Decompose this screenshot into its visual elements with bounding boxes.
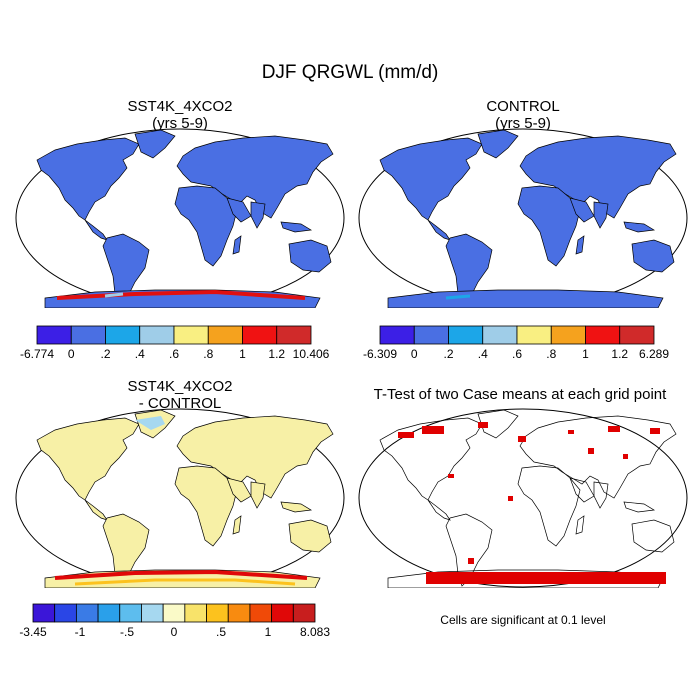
colorbar-swatch <box>54 603 77 623</box>
colorbar-tick-label: 0 <box>68 347 75 361</box>
antarctic-edge <box>54 569 308 580</box>
greenland-negative <box>135 416 165 430</box>
colorbar-swatch <box>482 325 518 345</box>
colorbar-swatch <box>276 325 312 345</box>
colorbar-tick-label: .8 <box>203 347 213 361</box>
panel-3-map <box>15 408 345 588</box>
panel-4-title: T-Test of two Case means at each grid po… <box>373 386 667 403</box>
colorbar-tick-label: 8.083 <box>300 625 330 639</box>
colorbar-swatch <box>249 603 273 623</box>
colorbar-swatch <box>173 325 209 345</box>
colorbar-swatch <box>550 325 586 345</box>
colorbar-swatch <box>619 325 655 345</box>
colorbar-tick-label: .4 <box>478 347 488 361</box>
colorbar-swatch <box>413 325 449 345</box>
colorbar-3: -3.45 -1 -.5 0 .5 1 8.083 <box>19 603 330 639</box>
colorbar-swatch <box>271 603 294 623</box>
colorbar-tick-label: -6.309 <box>363 347 397 361</box>
map-boundary <box>358 408 688 588</box>
colorbar-tick-label: 0 <box>171 625 178 639</box>
colorbar-tick-label: 1 <box>239 347 246 361</box>
colorbar-tick-label: 1 <box>265 625 272 639</box>
colorbar-swatch <box>292 603 316 623</box>
colorbar-swatch <box>141 603 164 623</box>
colorbar-tick-label: 10.406 <box>293 347 330 361</box>
panel-1-title-line2: (yrs 5-9) <box>152 115 208 132</box>
colorbar-swatch <box>162 603 186 623</box>
panel-4-map <box>358 408 688 588</box>
colorbar-swatch <box>227 603 251 623</box>
panel-1-map <box>15 128 345 308</box>
colorbar-swatch <box>139 325 175 345</box>
significant-cells <box>398 422 666 584</box>
colorbar-swatch <box>207 325 243 345</box>
panel-1-title: SST4K_4XCO2 (yrs 5-9) <box>15 98 345 132</box>
colorbar-tick-label: -3.45 <box>19 625 47 639</box>
colorbar-tick-label: 1.2 <box>611 347 628 361</box>
colorbar-tick-label: .6 <box>512 347 522 361</box>
colorbar-tick-label: 1 <box>582 347 589 361</box>
colorbar-tick-label: 0 <box>411 347 418 361</box>
panel-4-note: Cells are significant at 0.1 level <box>440 613 606 627</box>
panel-2-title-line1: CONTROL <box>486 98 560 115</box>
panel-2-title: CONTROL (yrs 5-9) <box>358 98 688 132</box>
colorbar-swatch <box>516 325 552 345</box>
colorbar-tick-label: -6.774 <box>20 347 54 361</box>
figure-title: DJF QRGWL (mm/d) <box>261 62 439 83</box>
colorbar-tick-label: -1 <box>75 625 86 639</box>
colorbar-tick-label: .6 <box>169 347 179 361</box>
panel-2-title-line2: (yrs 5-9) <box>495 115 551 132</box>
colorbar-tick-label: .2 <box>443 347 453 361</box>
antarctic-edge <box>56 289 306 300</box>
colorbar-1: -6.774 0 .2 .4 .6 .8 1 1.2 10.406 <box>20 325 330 361</box>
colorbar-swatch <box>75 603 99 623</box>
colorbar-swatch <box>379 325 415 345</box>
colorbar-tick-label: .2 <box>100 347 110 361</box>
colorbar-2: -6.309 0 .2 .4 .6 .8 1 1.2 6.289 <box>363 325 669 361</box>
colorbar-swatch <box>97 603 121 623</box>
colorbar-swatch <box>206 603 229 623</box>
antarctic-inner <box>74 578 296 586</box>
colorbar-swatch <box>105 325 141 345</box>
colorbar-tick-label: -.5 <box>120 625 134 639</box>
colorbar-tick-label: 1.2 <box>268 347 285 361</box>
colorbar-swatch <box>242 325 278 345</box>
panel-3-title: SST4K_4XCO2 - CONTROL <box>15 378 345 412</box>
colorbar-tick-label: 6.289 <box>639 347 669 361</box>
panel-1-title-line1: SST4K_4XCO2 <box>127 98 233 115</box>
colorbar-swatch <box>36 325 72 345</box>
colorbar-swatch <box>119 603 142 623</box>
colorbar-swatch <box>184 603 207 623</box>
panel-3-title-line2: - CONTROL <box>138 395 222 412</box>
colorbar-tick-label: .8 <box>546 347 556 361</box>
colorbar-swatch <box>32 603 56 623</box>
colorbar-tick-label: .4 <box>135 347 145 361</box>
panel-2-map <box>358 128 688 308</box>
antarctic-highlight <box>104 292 124 298</box>
colorbar-swatch <box>448 325 484 345</box>
colorbar-tick-label: .5 <box>216 625 226 639</box>
panel-3-title-line1: SST4K_4XCO2 <box>127 378 233 395</box>
antarctic-highlight <box>445 294 471 300</box>
colorbar-swatch <box>70 325 106 345</box>
colorbar-swatch <box>585 325 621 345</box>
